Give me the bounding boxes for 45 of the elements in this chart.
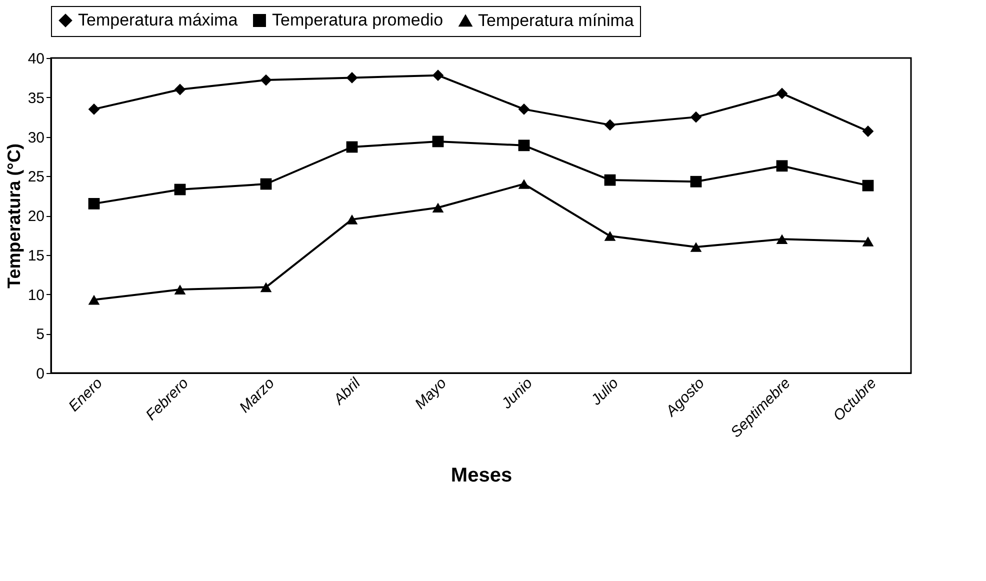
y-tick-label: 35 (28, 90, 44, 107)
legend-label: Temperatura mínima (478, 10, 634, 30)
point (518, 103, 530, 115)
point (260, 74, 272, 86)
point (88, 294, 100, 305)
point (690, 176, 702, 188)
point (862, 180, 874, 192)
y-tick-label: 15 (28, 247, 44, 264)
point (432, 136, 444, 148)
legend-label: Temperatura promedio (272, 10, 444, 30)
legend-label: Temperatura máxima (78, 10, 238, 30)
y-tick-label: 5 (36, 326, 44, 344)
point (604, 174, 616, 186)
point (432, 202, 444, 213)
y-tick-label: 40 (28, 50, 44, 68)
point (604, 119, 616, 131)
y-tick-label: 10 (28, 286, 44, 304)
point (346, 141, 358, 153)
y-tick-label: 0 (36, 366, 44, 382)
x-tick-label: Julio (587, 374, 622, 410)
point (776, 234, 788, 244)
point (690, 242, 702, 252)
y-tick-label: 25 (28, 168, 44, 186)
point (690, 111, 702, 123)
y-tick-label: 20 (28, 208, 44, 225)
point (346, 214, 358, 224)
point (518, 179, 530, 189)
point (260, 282, 272, 292)
point (174, 284, 186, 294)
point (432, 70, 444, 82)
point (260, 178, 272, 190)
point (346, 72, 358, 84)
point (862, 236, 874, 246)
point (174, 184, 186, 196)
x-axis-title: Meses (450, 464, 512, 486)
point (518, 140, 530, 152)
point (174, 84, 186, 96)
point (604, 231, 616, 241)
point (776, 160, 788, 172)
point (88, 103, 100, 115)
y-axis-title: Temperatura (°C) (4, 144, 24, 288)
point (88, 198, 100, 210)
y-tick-label: 30 (28, 129, 44, 146)
point (776, 88, 788, 100)
point (862, 126, 874, 137)
